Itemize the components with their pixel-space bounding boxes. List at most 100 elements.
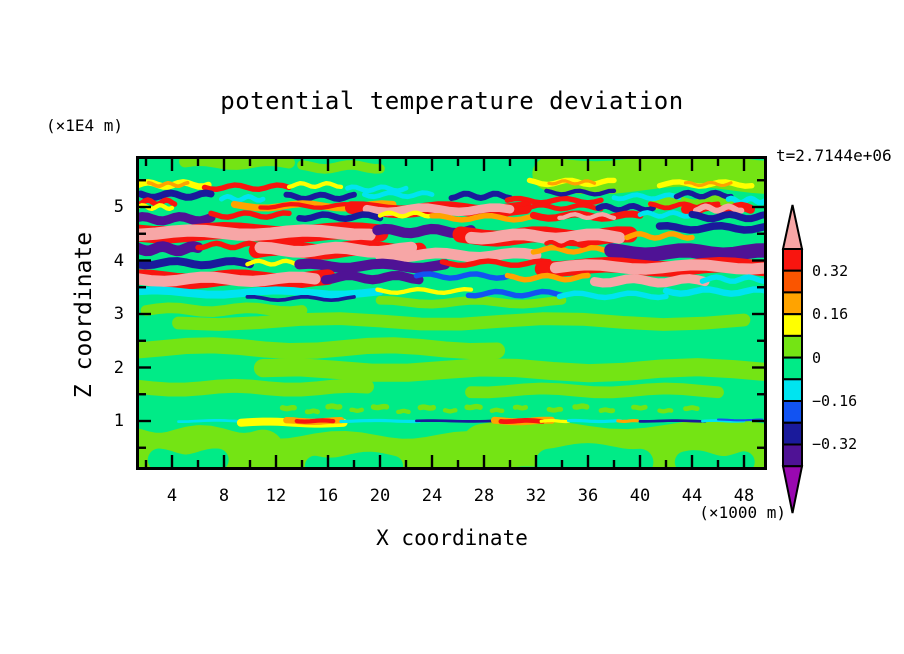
- contour-stripe: [688, 210, 767, 223]
- contour-plot-area: [136, 156, 767, 470]
- colorbar-band: [782, 334, 803, 359]
- colorbar-band: [782, 248, 803, 272]
- colorbar: [781, 204, 804, 514]
- contour-stripe: [616, 419, 639, 423]
- contour-stripe: [195, 240, 266, 251]
- contour-stripe: [362, 190, 435, 200]
- z-tick-label: 2: [113, 357, 124, 378]
- contour-stripe: [136, 197, 178, 207]
- contour-stripe: [442, 408, 458, 414]
- contour-stripe: [699, 274, 767, 284]
- contour-stripe: [415, 419, 499, 423]
- colorbar-band: [782, 313, 803, 337]
- contour-stripe: [146, 180, 190, 188]
- contour-stripe: [518, 202, 604, 212]
- x-tick-label: 24: [421, 486, 443, 506]
- contour-stripe: [339, 418, 421, 424]
- contour-stripe: [692, 203, 745, 214]
- contour-stripe: [417, 404, 436, 411]
- contour-stripe: [683, 180, 733, 188]
- contour-stripe: [375, 286, 474, 295]
- colorbar-band: [782, 443, 803, 468]
- contour-stripe: [662, 286, 767, 297]
- contour-stripe: [539, 418, 571, 424]
- contour-stripe: [413, 271, 513, 281]
- contour-stripe: [683, 405, 700, 412]
- contour-stripe: [136, 203, 175, 212]
- contour-stripe: [374, 247, 542, 263]
- contour-stripe: [201, 182, 292, 192]
- contour-stripe: [286, 181, 344, 190]
- x-tick-label: 48: [733, 486, 755, 506]
- x-tick-label: 40: [629, 486, 651, 506]
- contour-stripe: [136, 224, 376, 241]
- x-tick-label: 44: [681, 486, 703, 506]
- colorbar-band: [782, 400, 803, 424]
- contour-stripe: [136, 286, 384, 299]
- contour-stripe: [673, 189, 734, 200]
- colorbar-under-arrow: [781, 465, 804, 514]
- colorbar-band: [782, 378, 803, 403]
- z-tick-label: 1: [113, 411, 124, 431]
- contour-stripe: [530, 245, 617, 255]
- x-tick-label: 20: [369, 486, 391, 506]
- contour-stripe: [429, 213, 539, 223]
- contour-stripe: [136, 271, 321, 287]
- contour-stripe: [638, 419, 707, 423]
- contour-stripe: [504, 195, 604, 206]
- x-tick-label: 12: [265, 486, 287, 506]
- contour-stripe: [136, 212, 216, 226]
- contour-stripe: [489, 407, 505, 413]
- contour-stripe: [716, 418, 764, 422]
- contour-stripe: [498, 418, 545, 424]
- contour-stripe: [136, 257, 254, 270]
- contour-stripe: [297, 160, 385, 174]
- colorbar-label: 0.16: [812, 305, 849, 324]
- contour-stripe: [465, 382, 724, 399]
- contour-field: [136, 156, 767, 470]
- contour-stripe: [611, 192, 682, 202]
- contour-stripe: [656, 179, 755, 189]
- contour-stripe: [137, 189, 215, 201]
- contour-stripe: [245, 258, 305, 267]
- axes-ticks: [136, 156, 767, 470]
- time-annotation: t=2.7144e+06: [776, 146, 892, 165]
- contour-stripe: [136, 337, 506, 360]
- contour-stripe: [595, 202, 656, 214]
- contour-stripe: [549, 259, 767, 275]
- contour-stripe: [546, 406, 564, 413]
- contour-stripe: [377, 210, 435, 219]
- contour-stripe: [325, 403, 343, 410]
- contour-stripe: [179, 156, 295, 170]
- contour-stripe: [647, 195, 743, 211]
- contour-stripe: [396, 408, 411, 415]
- contour-stripe: [566, 418, 623, 424]
- chart-title: potential temperature deviation: [220, 87, 684, 115]
- contour-stripe: [657, 408, 674, 414]
- contour-stripe: [547, 179, 597, 186]
- x-tick-label: 8: [218, 486, 230, 506]
- contour-stripe: [504, 272, 591, 283]
- contour-stripe: [136, 378, 374, 397]
- contour-stripe: [279, 405, 297, 412]
- contour-stripe: [375, 296, 567, 309]
- colorbar-label: −0.32: [812, 435, 858, 454]
- contour-stripe: [283, 191, 357, 202]
- x-tick-label: 32: [525, 486, 547, 506]
- contour-stripe: [208, 210, 292, 220]
- colorbar-band: [782, 356, 803, 381]
- contour-stripe: [557, 212, 617, 221]
- colorbar-band: [782, 291, 803, 316]
- contour-stripe: [701, 419, 746, 423]
- contour-stripe: [556, 290, 669, 301]
- x-tick-label: 16: [317, 486, 339, 506]
- contour-stripe: [572, 403, 590, 410]
- contour-stripe: [147, 448, 229, 470]
- colorbar-bands: [781, 204, 804, 514]
- x-tick-label: 4: [166, 486, 178, 506]
- contour-stripe: [725, 195, 767, 206]
- contour-stripe: [512, 404, 528, 411]
- x-axis-unit: (×1000 m): [699, 503, 786, 522]
- contour-stripe: [624, 231, 695, 241]
